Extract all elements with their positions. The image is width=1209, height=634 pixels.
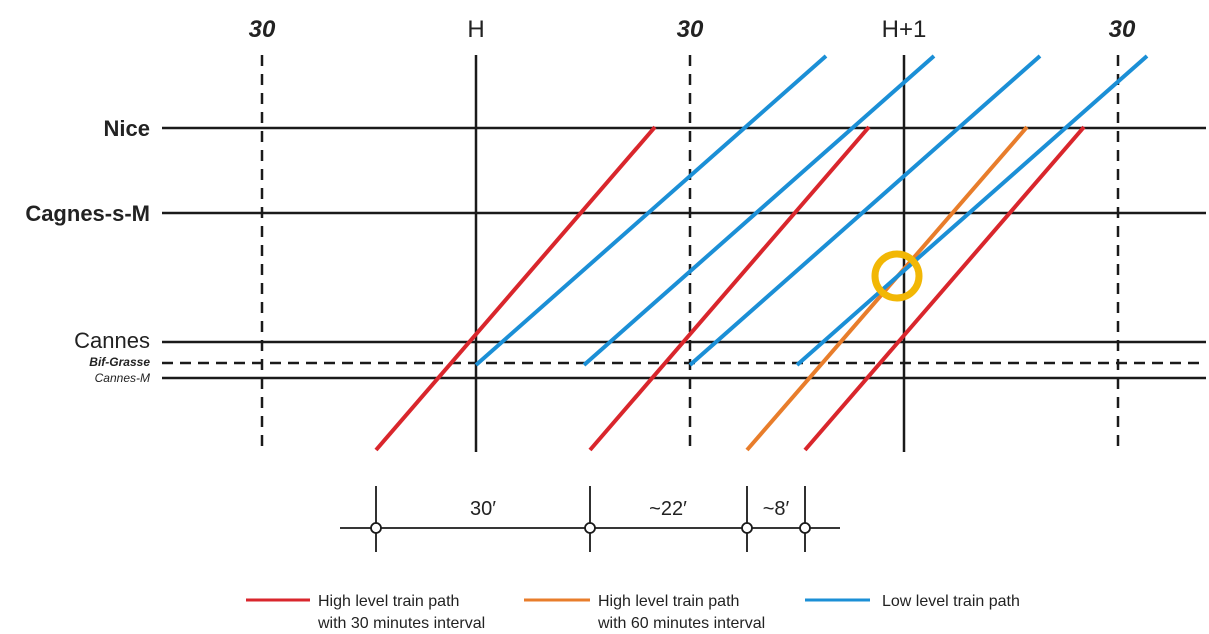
station-label-nice: Nice [104, 116, 150, 141]
train-path-high-60-1 [745, 125, 1029, 452]
dimension-node-1 [370, 522, 382, 534]
train-path-low-1 [474, 54, 828, 367]
time-label-30a: 30 [249, 16, 276, 43]
interval-label-1: 30′ [470, 498, 496, 520]
station-label-bif-grasse: Bif-Grasse [89, 355, 150, 369]
station-label-cagnes: Cagnes-s-M [25, 201, 150, 226]
conflict-marker [871, 250, 923, 302]
interval-label-2: ~22′ [649, 498, 687, 520]
legend: High level train path with 30 minutes in… [246, 593, 1020, 632]
dimension-node-2 [584, 522, 596, 534]
train-path-low-3 [688, 54, 1042, 367]
time-label-30b: 30 [677, 16, 704, 43]
legend-label-high-60-line2: with 60 minutes interval [597, 615, 765, 632]
time-label-h1: H+1 [882, 16, 927, 43]
legend-label-high-30-line2: with 30 minutes interval [317, 615, 485, 632]
legend-label-high-60-line1: High level train path [598, 593, 739, 610]
train-path-high-30-2 [588, 125, 871, 452]
train-path-low-4 [795, 54, 1149, 367]
time-labels: 30 H 30 H+1 30 [249, 16, 1136, 43]
station-label-cannes: Cannes [74, 328, 150, 353]
interval-labels: 30′ ~22′ ~8′ [470, 498, 790, 520]
interval-label-3: ~8′ [763, 498, 790, 520]
interval-dimension [340, 486, 840, 552]
train-path-low-2 [582, 54, 936, 367]
station-label-cannes-m: Cannes-M [95, 371, 150, 385]
train-path-high-30-1 [374, 125, 657, 452]
dimension-node-3 [741, 522, 753, 534]
station-labels: Nice Cagnes-s-M Cannes Bif-Grasse Cannes… [25, 116, 150, 385]
train-path-high-30-3 [803, 125, 1086, 452]
legend-label-high-30-line1: High level train path [318, 593, 459, 610]
time-label-30c: 30 [1109, 16, 1136, 43]
time-label-h: H [467, 16, 484, 43]
legend-label-low-line1: Low level train path [882, 593, 1020, 610]
dimension-node-4 [799, 522, 811, 534]
time-lines [260, 55, 1120, 452]
train-paths [374, 54, 1149, 452]
